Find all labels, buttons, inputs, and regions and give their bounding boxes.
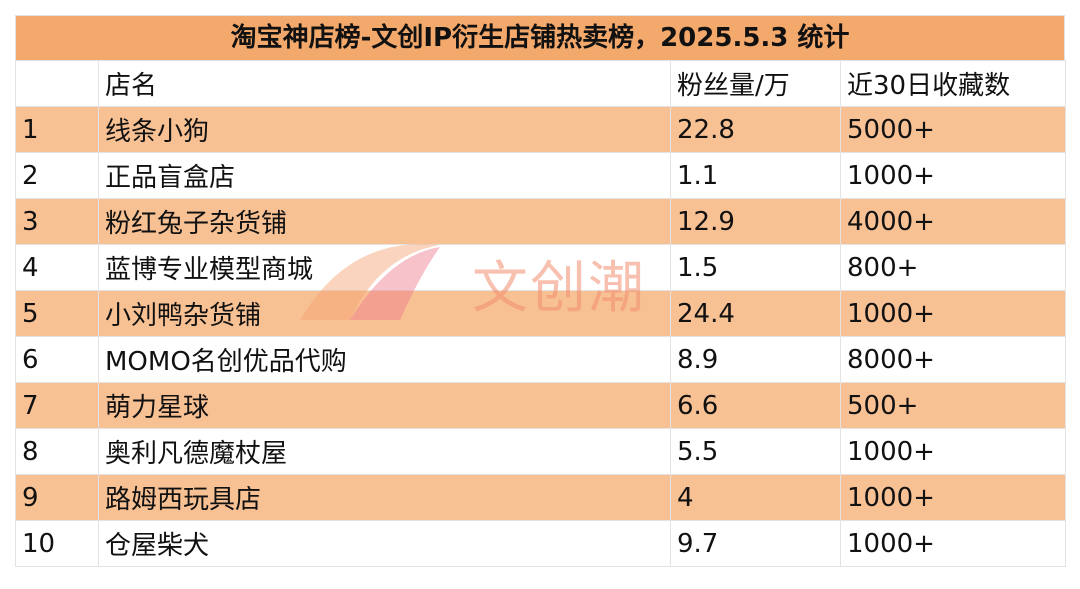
table-row: 5 小刘鸭杂货铺 24.4 1000+ bbox=[15, 290, 1066, 337]
table-container: 淘宝神店榜-文创IP衍生店铺热卖榜，2025.5.3 统计 店名 粉丝量/万 近30… bbox=[15, 15, 1066, 567]
table-cell: 蓝博专业模型商城 bbox=[98, 244, 671, 291]
ranking-table: 店名 粉丝量/万 近30日收藏数 1 线条小狗 22.8 5000+ 2 正品盲盒店 1.1 100… bbox=[15, 60, 1066, 567]
table-cell: 仓屋柴犬 bbox=[98, 520, 671, 567]
table-cell: 4 bbox=[670, 474, 841, 521]
table-cell: 1 bbox=[15, 106, 99, 153]
table-cell: 8 bbox=[15, 428, 99, 475]
table-cell: 9 bbox=[15, 474, 99, 521]
table-row: 9 路姆西玩具店 4 1000+ bbox=[15, 474, 1066, 521]
table-cell: 路姆西玩具店 bbox=[98, 474, 671, 521]
table-row: 3 粉红兔子杂货铺 12.9 4000+ bbox=[15, 198, 1066, 245]
table-cell: 9.7 bbox=[670, 520, 841, 567]
header-cell: 近30日收藏数 bbox=[840, 60, 1066, 107]
table-cell: 小刘鸭杂货铺 bbox=[98, 290, 671, 337]
table-cell: 2 bbox=[15, 152, 99, 199]
header-cell: 粉丝量/万 bbox=[670, 60, 841, 107]
table-cell: 1000+ bbox=[840, 428, 1066, 475]
table-cell: 4 bbox=[15, 244, 99, 291]
table-cell: 10 bbox=[15, 520, 99, 567]
table-cell: 12.9 bbox=[670, 198, 841, 245]
table-cell: 6 bbox=[15, 336, 99, 383]
table-row: 10 仓屋柴犬 9.7 1000+ bbox=[15, 520, 1066, 567]
table-cell: 800+ bbox=[840, 244, 1066, 291]
table-row: 8 奥利凡德魔杖屋 5.5 1000+ bbox=[15, 428, 1066, 475]
header-row: 店名 粉丝量/万 近30日收藏数 bbox=[15, 60, 1066, 107]
table-row: 2 正品盲盒店 1.1 1000+ bbox=[15, 152, 1066, 199]
table-row: 1 线条小狗 22.8 5000+ bbox=[15, 106, 1066, 153]
table-cell: 6.6 bbox=[670, 382, 841, 429]
table-cell: 8000+ bbox=[840, 336, 1066, 383]
table-cell: 5000+ bbox=[840, 106, 1066, 153]
table-cell: 4000+ bbox=[840, 198, 1066, 245]
table-cell: 1000+ bbox=[840, 520, 1066, 567]
table-row: 7 萌力星球 6.6 500+ bbox=[15, 382, 1066, 429]
header-cell bbox=[15, 60, 99, 107]
table-cell: 7 bbox=[15, 382, 99, 429]
table-cell: 萌力星球 bbox=[98, 382, 671, 429]
table-cell: 1.1 bbox=[670, 152, 841, 199]
table-row: 6 MOMO名创优品代购 8.9 8000+ bbox=[15, 336, 1066, 383]
table-cell: 1000+ bbox=[840, 152, 1066, 199]
table-cell: 24.4 bbox=[670, 290, 841, 337]
table-cell: MOMO名创优品代购 bbox=[98, 336, 671, 383]
table-cell: 22.8 bbox=[670, 106, 841, 153]
table-row: 4 蓝博专业模型商城 1.5 800+ bbox=[15, 244, 1066, 291]
table-title: 淘宝神店榜-文创IP衍生店铺热卖榜，2025.5.3 统计 bbox=[15, 15, 1065, 60]
table-cell: 粉红兔子杂货铺 bbox=[98, 198, 671, 245]
header-cell: 店名 bbox=[98, 60, 671, 107]
table-cell: 3 bbox=[15, 198, 99, 245]
table-cell: 5.5 bbox=[670, 428, 841, 475]
table-cell: 正品盲盒店 bbox=[98, 152, 671, 199]
table-cell: 奥利凡德魔杖屋 bbox=[98, 428, 671, 475]
table-cell: 500+ bbox=[840, 382, 1066, 429]
table-cell: 1000+ bbox=[840, 290, 1066, 337]
table-cell: 5 bbox=[15, 290, 99, 337]
table-cell: 1000+ bbox=[840, 474, 1066, 521]
table-cell: 8.9 bbox=[670, 336, 841, 383]
table-cell: 1.5 bbox=[670, 244, 841, 291]
table-cell: 线条小狗 bbox=[98, 106, 671, 153]
